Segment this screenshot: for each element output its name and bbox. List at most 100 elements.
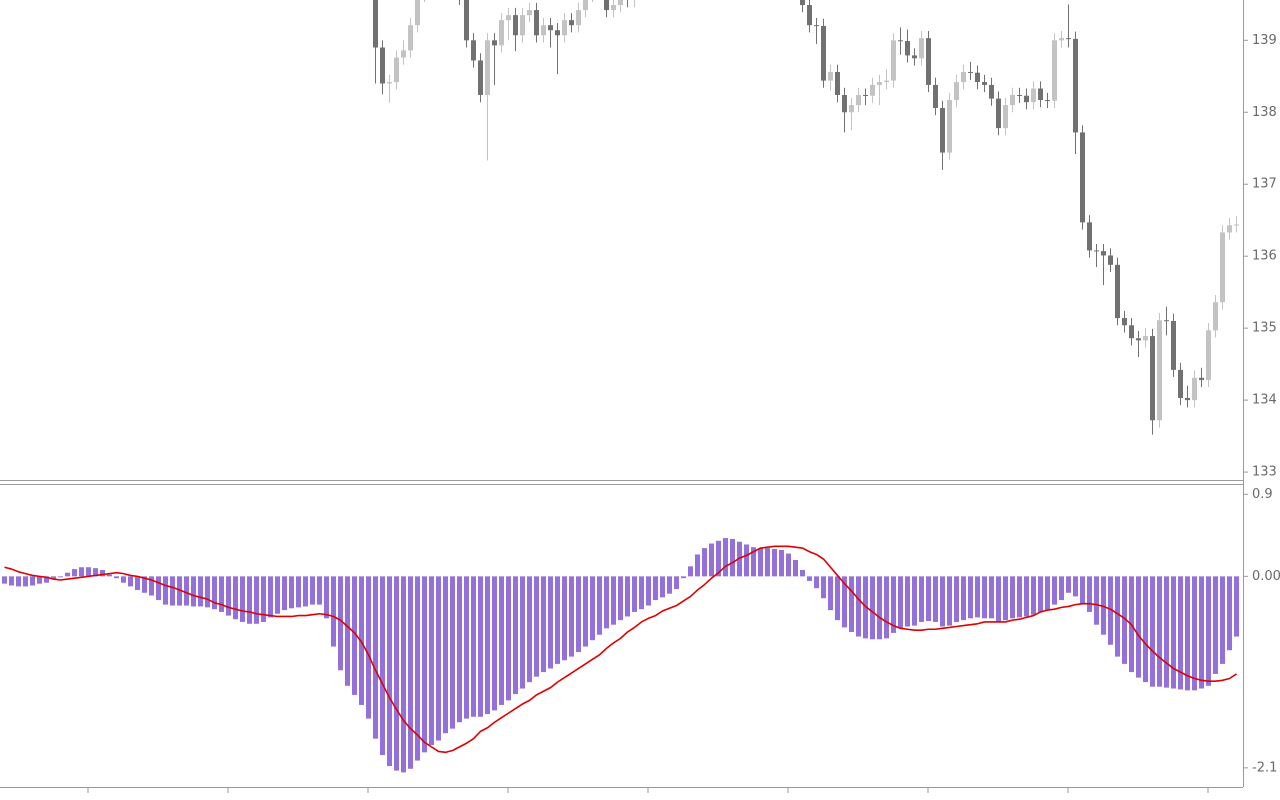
histogram-bar	[1143, 576, 1148, 683]
histogram-bar	[380, 576, 385, 756]
candle-body	[1059, 38, 1064, 41]
histogram-bar	[261, 576, 266, 622]
candle-body	[1024, 95, 1029, 103]
histogram-bar	[65, 572, 70, 577]
histogram-bar	[716, 540, 721, 577]
histogram-bar	[1003, 576, 1008, 621]
histogram-bar	[884, 576, 889, 639]
histogram-bar	[366, 576, 371, 719]
histogram-bar	[681, 576, 686, 579]
histogram-bar	[569, 576, 574, 657]
candle-body	[863, 94, 868, 96]
candle-body	[1010, 94, 1015, 106]
histogram-bar	[114, 576, 119, 579]
histogram-bar	[317, 576, 322, 605]
candle-body	[464, 0, 469, 41]
histogram-bar	[205, 576, 210, 608]
histogram-bar	[415, 576, 420, 761]
histogram-bar	[359, 576, 364, 705]
histogram-bar	[1157, 576, 1162, 687]
y-tick-label: 136	[1252, 249, 1277, 264]
histogram-bar	[443, 576, 448, 734]
histogram-bar	[30, 576, 35, 586]
histogram-bar	[1038, 576, 1043, 612]
histogram-bar	[1206, 576, 1211, 686]
histogram-bar	[1024, 576, 1029, 617]
histogram-bar	[807, 576, 812, 581]
candle-body	[394, 57, 399, 83]
candle-body	[555, 30, 560, 36]
histogram-bar	[310, 576, 315, 605]
candle-body	[1052, 40, 1057, 101]
candle-body	[527, 10, 532, 16]
histogram-bar	[779, 549, 784, 577]
candle-body	[905, 41, 910, 56]
histogram-bar	[1220, 576, 1225, 664]
y-tick-label: 135	[1252, 321, 1277, 336]
histogram-bar	[93, 568, 98, 577]
histogram-bar	[485, 576, 490, 715]
histogram-bar	[751, 547, 756, 577]
histogram-bar	[709, 543, 714, 577]
histogram-bar	[975, 576, 980, 618]
y-tick-label: 137	[1252, 177, 1277, 192]
histogram-bar	[555, 576, 560, 664]
candle-body	[1192, 377, 1197, 401]
candle-body	[1164, 320, 1169, 322]
candle-body	[1157, 320, 1162, 421]
candle-body	[520, 15, 525, 36]
candle-body	[1178, 369, 1183, 398]
histogram-bar	[303, 576, 308, 607]
time-axis-ticks	[87, 787, 1209, 793]
histogram-bar	[107, 574, 112, 577]
candle-body	[982, 82, 987, 85]
candle-body	[1199, 377, 1204, 380]
candle-body	[975, 72, 980, 83]
histogram-bar	[618, 576, 623, 621]
histogram-bar	[1066, 576, 1071, 593]
histogram-bar	[1108, 576, 1113, 645]
candle-body	[807, 5, 812, 26]
histogram-bar	[2, 576, 7, 584]
histogram-bar	[786, 553, 791, 577]
histogram-bar	[198, 576, 203, 607]
histogram-bar	[821, 576, 826, 599]
histogram-bar	[58, 576, 63, 578]
histogram-bar	[1045, 576, 1050, 611]
histogram-bar	[765, 548, 770, 577]
y-tick-label: 139	[1252, 33, 1277, 48]
histogram-bar	[156, 576, 161, 601]
histogram-bar	[828, 576, 833, 611]
histogram-bar	[695, 554, 700, 577]
histogram-bar	[401, 576, 406, 773]
histogram-bar	[184, 576, 189, 606]
candle-body	[492, 40, 497, 46]
candle-body	[898, 40, 903, 42]
histogram-bar	[996, 576, 1001, 622]
histogram-bar	[562, 576, 567, 661]
candle-body	[877, 82, 882, 85]
histogram-bar	[1094, 576, 1099, 625]
histogram-bar	[163, 576, 168, 605]
histogram-bar	[282, 576, 287, 611]
histogram-bar	[506, 576, 511, 701]
histogram-bar	[926, 576, 931, 622]
histogram-bar	[345, 576, 350, 686]
histogram-bar	[79, 567, 84, 577]
candle-body	[611, 5, 616, 11]
histogram-bar	[940, 576, 945, 627]
histogram-bar	[436, 576, 441, 741]
histogram-bar	[16, 576, 21, 587]
histogram-bar	[534, 576, 539, 677]
candle-body	[821, 25, 826, 81]
histogram-bar	[121, 576, 126, 583]
candle-body	[1171, 320, 1176, 370]
histogram-bar	[177, 576, 182, 606]
candle-body	[471, 40, 476, 61]
histogram-bar	[37, 576, 42, 584]
histogram-bar	[289, 576, 294, 609]
histogram-bar	[373, 576, 378, 739]
candle-body	[548, 25, 553, 31]
candle-body	[569, 20, 574, 26]
